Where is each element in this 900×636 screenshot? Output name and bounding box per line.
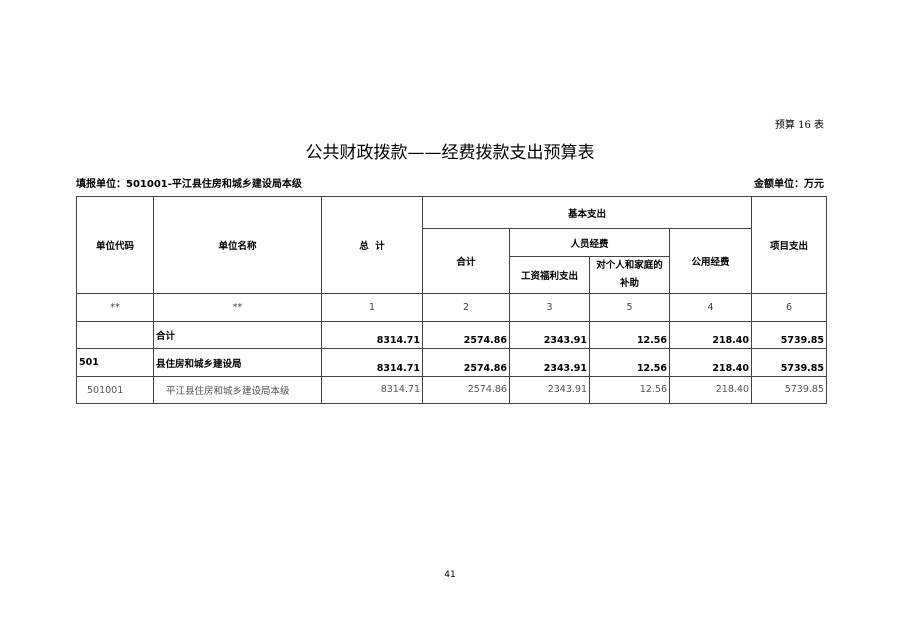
unit-name: 县住房和城乡建设局 [153,348,322,377]
index-cell: 2 [422,293,510,322]
header-subtotal: 合计 [422,228,510,294]
header-total: 总 计 [321,196,423,294]
index-cell: ** [76,293,154,322]
value-cell: 5739.85 [751,321,828,349]
index-cell: 3 [509,293,590,322]
header-wages: 工资福利支出 [509,256,590,294]
value-cell: 5739.85 [751,376,828,404]
value-cell: 8314.71 [321,321,423,349]
header-personnel: 人员经费 [509,228,670,257]
value-cell: 2343.91 [509,348,590,377]
amount-unit: 金额单位：万元 [754,179,824,190]
index-cell: 6 [751,293,828,322]
table-row: 501 县住房和城乡建设局 8314.71 2574.86 2343.91 12… [76,348,828,377]
value-cell: 2574.86 [422,321,510,349]
value-cell: 218.40 [668,348,753,377]
value-cell: 2343.91 [509,321,590,349]
unit-code: 501001 [76,376,154,404]
header-unit-name: 单位名称 [153,196,322,294]
table-row: 合计 8314.71 2574.86 2343.91 12.56 218.40 … [76,321,828,349]
header-public: 公用经费 [668,228,753,294]
unit-name: 平江县住房和城乡建设局本级 [153,376,322,404]
value-cell: 2343.91 [509,376,590,404]
index-cell: 5 [589,293,670,322]
page-number: 41 [444,570,456,580]
value-cell: 218.40 [668,321,753,349]
reporting-unit: 填报单位：501001-平江县住房和城乡建设局本级 [76,179,302,190]
value-cell: 5739.85 [751,348,828,377]
unit-code [76,321,154,349]
table-row: 501001 平江县住房和城乡建设局本级 8314.71 2574.86 234… [76,376,828,404]
budget-table: 单位代码 单位名称 总 计 基本支出 项目支出 合计 人员经费 公用经费 工资福… [76,196,828,404]
value-cell: 12.56 [589,376,670,404]
table-tag: 预算 16 表 [774,120,824,131]
header-unit-code: 单位代码 [76,196,154,294]
unit-name: 合计 [153,321,322,349]
index-row: ** ** 1 2 3 5 4 6 [76,293,828,322]
value-cell: 2574.86 [422,348,510,377]
value-cell: 12.56 [589,348,670,377]
index-cell: 1 [321,293,423,322]
value-cell: 8314.71 [321,348,423,377]
value-cell: 12.56 [589,321,670,349]
value-cell: 2574.86 [422,376,510,404]
header-subsidies: 对个人和家庭的补助 [589,256,670,294]
value-cell: 8314.71 [321,376,423,404]
unit-code: 501 [76,348,154,377]
value-cell: 218.40 [668,376,753,404]
index-cell: 4 [668,293,753,322]
header-project: 项目支出 [751,196,828,294]
index-cell: ** [153,293,322,322]
header-basic: 基本支出 [421,196,753,229]
page-title: 公共财政拨款——经费拨款支出预算表 [305,143,595,163]
